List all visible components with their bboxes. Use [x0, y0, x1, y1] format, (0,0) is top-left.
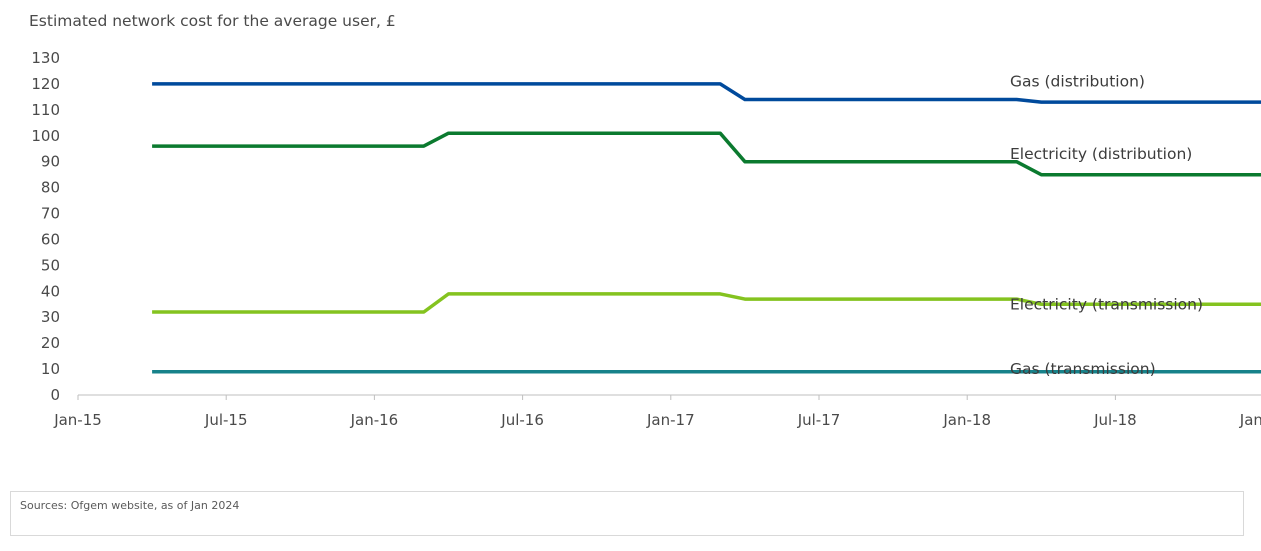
series-label: Electricity (transmission)	[1010, 295, 1203, 313]
chart-title: Estimated network cost for the average u…	[29, 12, 396, 30]
y-tick-label: 90	[41, 153, 60, 171]
x-tick-label: Jan-16	[350, 411, 399, 429]
y-tick-label: 100	[31, 127, 60, 145]
y-tick-label: 120	[31, 75, 60, 93]
y-tick-label: 70	[41, 205, 60, 223]
y-tick-label: 10	[41, 360, 60, 378]
source-box: Sources: Ofgem website, as of Jan 2024	[10, 491, 1244, 536]
x-tick-label: Jul-16	[500, 411, 544, 429]
y-tick-label: 0	[50, 386, 60, 404]
line-chart: 0 10 20 30 40 50 60 70 80 90 100 110 120 130 Jan-15 Jul…	[31, 49, 1261, 429]
series-line	[152, 369, 1261, 374]
y-tick-label: 80	[41, 179, 60, 197]
series-line	[152, 131, 1261, 177]
x-tick-label: Jan-18	[942, 411, 991, 429]
y-tick-label: 110	[31, 101, 60, 119]
source-note: Sources: Ofgem website, as of Jan 2024	[20, 499, 240, 512]
y-tick-label: 50	[41, 256, 60, 274]
series-label: Gas (transmission)	[1010, 360, 1156, 378]
series-label: Electricity (distribution)	[1010, 145, 1192, 163]
x-tick-label: Jan-17	[646, 411, 695, 429]
x-tick-label: Jan-15	[53, 411, 102, 429]
y-tick-label: 40	[41, 282, 60, 300]
x-tick-label: Jul-18	[1093, 411, 1137, 429]
series-label: Gas (distribution)	[1010, 72, 1145, 90]
series-line	[152, 82, 1261, 104]
x-tick-label: Jul-17	[797, 411, 841, 429]
series-line	[152, 292, 1261, 314]
y-tick-label: 130	[31, 49, 60, 67]
y-tick-label: 20	[41, 334, 60, 352]
y-tick-label: 30	[41, 308, 60, 326]
x-tick-label: Jan-19	[1239, 411, 1261, 429]
x-tick-label: Jul-15	[204, 411, 248, 429]
y-tick-label: 60	[41, 230, 60, 248]
